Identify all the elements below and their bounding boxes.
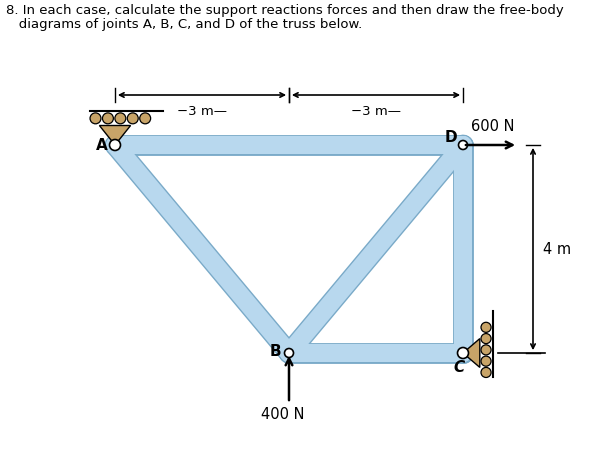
Text: −3 m—: −3 m— [177, 105, 227, 118]
Circle shape [458, 348, 469, 359]
Text: D: D [445, 130, 457, 145]
Polygon shape [99, 126, 131, 146]
Circle shape [458, 141, 468, 150]
Circle shape [115, 114, 126, 125]
Circle shape [90, 114, 101, 125]
Text: A: A [96, 138, 108, 153]
Circle shape [110, 140, 121, 151]
Polygon shape [463, 339, 480, 368]
Text: −3 m—: −3 m— [351, 105, 401, 118]
Circle shape [128, 114, 138, 125]
Text: 400 N: 400 N [261, 406, 304, 421]
Text: B: B [269, 344, 281, 359]
Text: 600 N: 600 N [471, 119, 514, 134]
Text: 8. In each case, calculate the support reactions forces and then draw the free-b: 8. In each case, calculate the support r… [6, 4, 564, 17]
Circle shape [481, 345, 491, 355]
Circle shape [481, 368, 491, 378]
Circle shape [285, 349, 293, 358]
Circle shape [102, 114, 113, 125]
Circle shape [481, 334, 491, 344]
Text: C: C [453, 360, 464, 374]
Text: diagrams of joints A, B, C, and D of the truss below.: diagrams of joints A, B, C, and D of the… [6, 18, 362, 31]
Circle shape [481, 323, 491, 333]
Text: 4 m: 4 m [543, 242, 571, 257]
Circle shape [481, 356, 491, 366]
Circle shape [140, 114, 151, 125]
